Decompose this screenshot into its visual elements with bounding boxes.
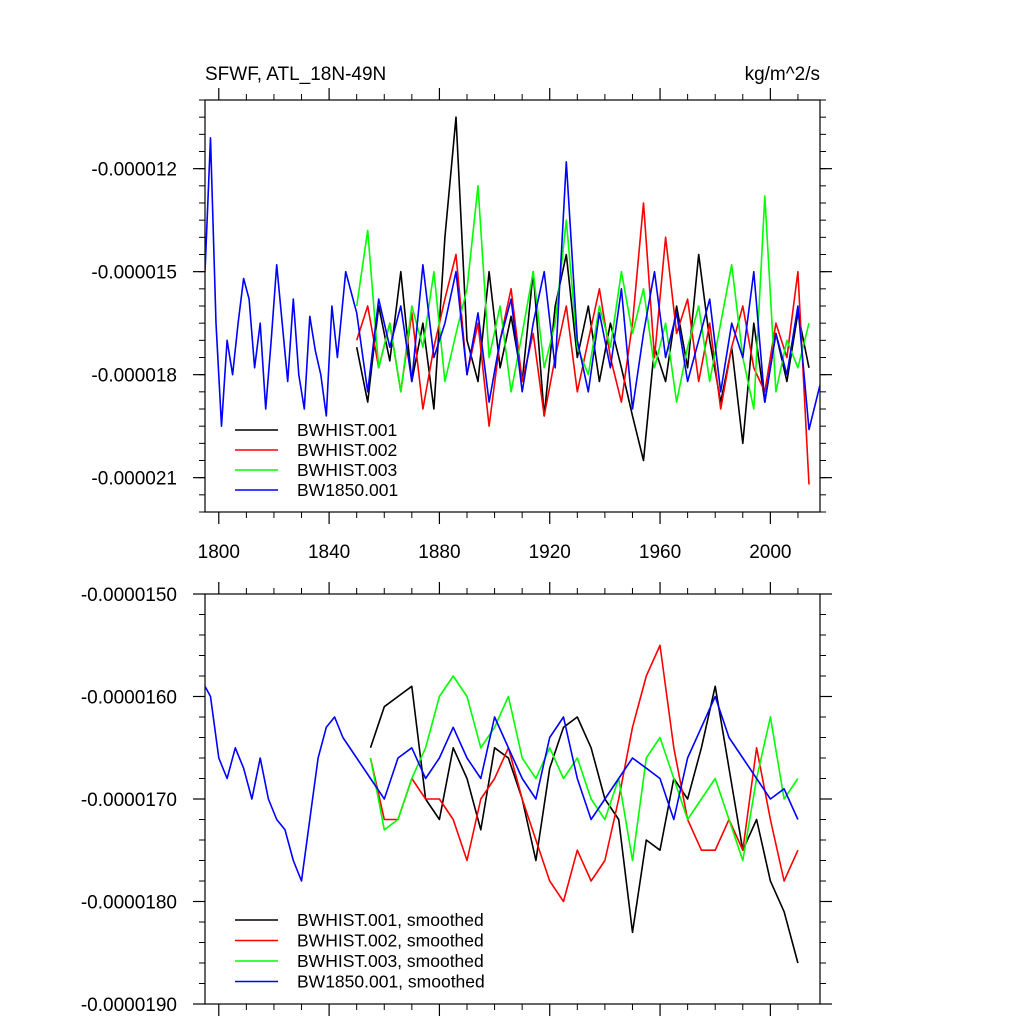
series-group: [205, 116, 820, 485]
y-tick-label: -0.000015: [91, 263, 177, 284]
legend-label: BW1850.001, smoothed: [297, 972, 485, 992]
y-tick-label: -0.0000190: [81, 995, 177, 1016]
legend-label: BWHIST.002: [297, 440, 397, 460]
series-line: [369, 685, 799, 964]
series-line: [205, 137, 820, 431]
y-tick-label: -0.0000170: [81, 790, 177, 811]
legend-label: BWHIST.001: [297, 420, 397, 440]
series-line: [205, 685, 799, 882]
y-tick-label: -0.000012: [91, 160, 177, 181]
y-tick-label: -0.000018: [91, 366, 177, 387]
series-line: [369, 675, 799, 862]
x-tick-label: 1800: [198, 542, 240, 563]
series-line: [355, 116, 810, 462]
series-line: [355, 185, 810, 410]
x-tick-label: 1960: [639, 542, 681, 563]
legend-label: BWHIST.002, smoothed: [297, 931, 484, 951]
x-tick-label: 1840: [308, 542, 350, 563]
y-tick-label: -0.000021: [91, 469, 177, 490]
y-tick-label: -0.0000150: [81, 585, 177, 606]
legend-label: BW1850.001: [297, 480, 398, 500]
bottom-panel-line-chart: -0.0000150 -0.0000160 -0.0000170 -0.0000180…: [81, 582, 832, 1016]
top-panel-line-chart: 1800 1840 1880 1920 1960 2000 -0.000012 -0.0000…: [91, 64, 832, 563]
y-tick-label: -0.0000180: [81, 893, 177, 914]
series-group: [205, 644, 799, 964]
units-label: kg/m^2/s: [745, 64, 820, 85]
x-tick-label: 1880: [418, 542, 460, 563]
x-tick-label: 2000: [749, 542, 791, 563]
legend-label: BWHIST.003, smoothed: [297, 951, 484, 971]
x-tick-label: 1920: [529, 542, 571, 563]
legend-label: BWHIST.001, smoothed: [297, 910, 484, 930]
chart-title: SFWF, ATL_18N-49N: [205, 64, 386, 85]
legend-label: BWHIST.003: [297, 460, 397, 480]
y-tick-label: -0.0000160: [81, 688, 177, 709]
series-line: [369, 644, 799, 903]
